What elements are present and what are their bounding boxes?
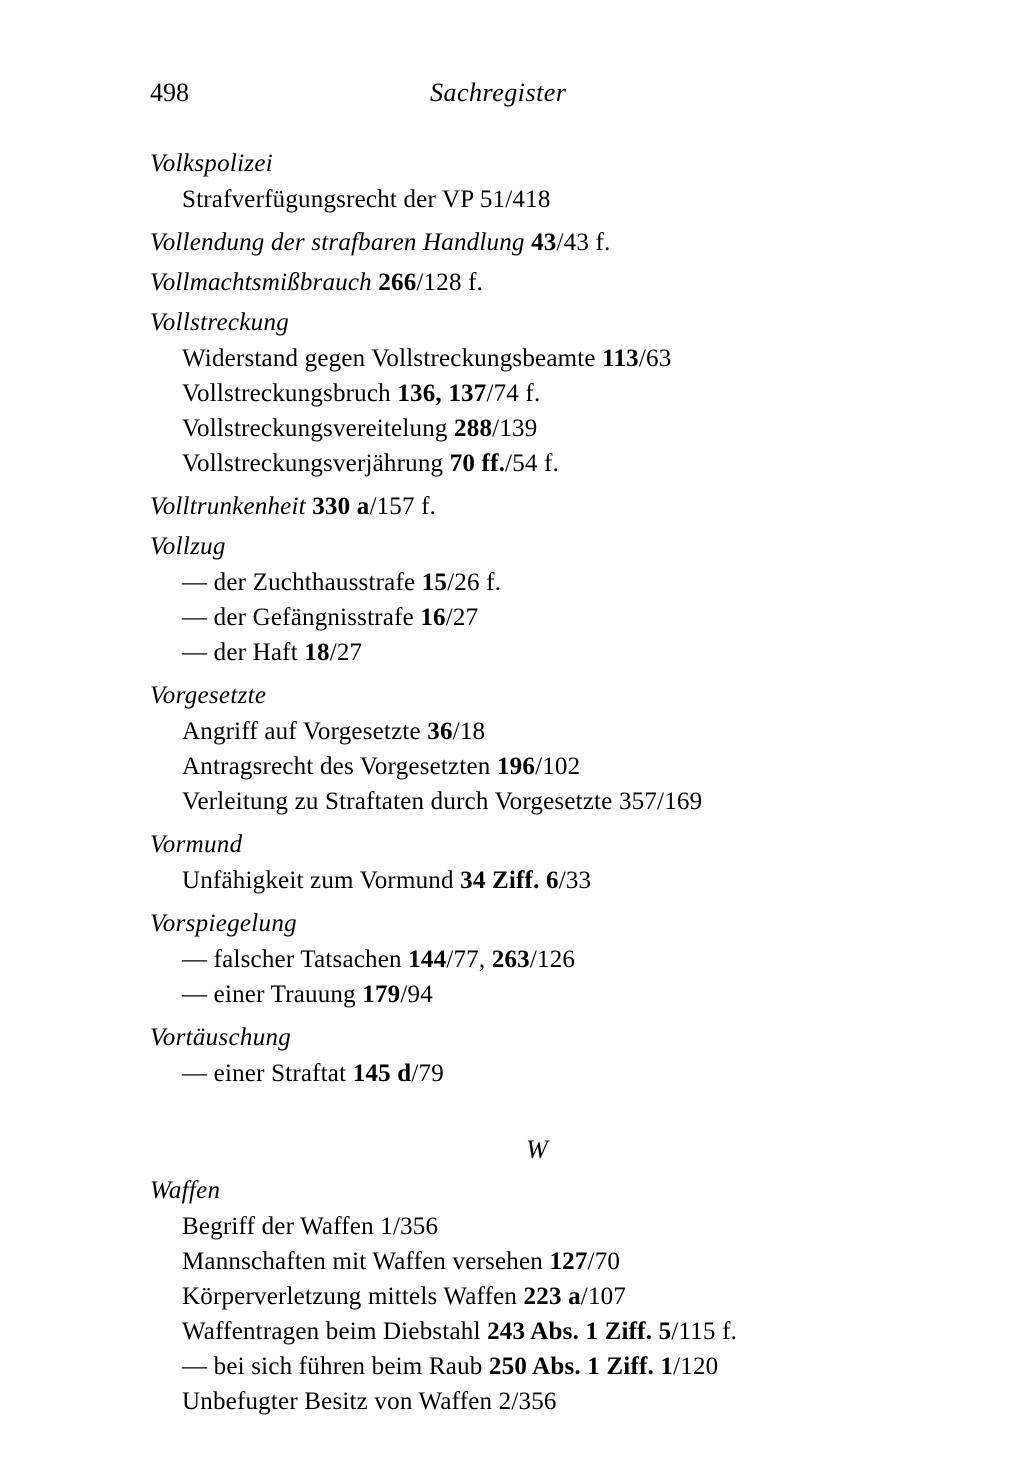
index-subentry: Körperverletzung mittels Waffen 223 a/10… [182, 1279, 924, 1314]
index-entry-head: Vollzug [150, 533, 924, 561]
index-subentry: Unfähigkeit zum Vormund 34 Ziff. 6/33 [182, 863, 924, 898]
index-subentry: Unbefugter Besitz von Waffen 2/356 [182, 1384, 924, 1419]
page-title: Sachregister [430, 78, 566, 108]
index-entry-head: Vortäuschung [150, 1024, 924, 1052]
index-subentry: — der Gefängnisstrafe 16/27 [182, 600, 924, 635]
index-entry-head: Vormund [150, 831, 924, 859]
section-letter: W [150, 1135, 924, 1165]
index-subentry: Waffentragen beim Diebstahl 243 Abs. 1 Z… [182, 1314, 924, 1349]
page-number: 498 [150, 78, 430, 108]
page: 498 Sachregister Volkspolizei Strafverfüg… [0, 0, 1024, 1479]
index-entry-inline: Vollmachtsmißbrauch 266/128 f. [150, 269, 924, 297]
index-entry-inline: Volltrunkenheit 330 a/157 f. [150, 493, 924, 521]
index-entry-head: Volkspolizei [150, 150, 924, 178]
index-subentry: Vollstreckungsbruch 136, 137/74 f. [182, 376, 924, 411]
index-entry-head: Vorgesetzte [150, 682, 924, 710]
index-subentry: Vollstreckungsvereitelung 288/139 [182, 411, 924, 446]
index-subentry: Mannschaften mit Waffen versehen 127/70 [182, 1244, 924, 1279]
index-subentry: Antragsrecht des Vorgesetzten 196/102 [182, 749, 924, 784]
index-entry-inline: Vollendung der strafbaren Handlung 43/43… [150, 229, 924, 257]
index-subentry: Begriff der Waffen 1/356 [182, 1209, 924, 1244]
index-subentry: — der Haft 18/27 [182, 635, 924, 670]
index-entry-head: Waffen [150, 1177, 924, 1205]
index-entry-head: Vorspiegelung [150, 910, 924, 938]
index-subentry: Angriff auf Vorgesetzte 36/18 [182, 714, 924, 749]
index-subentry: Strafverfügungsrecht der VP 51/418 [182, 182, 924, 217]
index-subentry: — einer Straftat 145 d/79 [182, 1056, 924, 1091]
index-subentry: Widerstand gegen Vollstreckungsbeamte 11… [182, 341, 924, 376]
index-subentry: — der Zuchthausstrafe 15/26 f. [182, 565, 924, 600]
index-subentry: Verleitung zu Straftaten durch Vorgesetz… [182, 784, 924, 819]
index-entry-head: Vollstreckung [150, 309, 924, 337]
index-subentry: — falscher Tatsachen 144/77, 263/126 [182, 942, 924, 977]
index-body: Volkspolizei Strafverfügungsrecht der VP … [150, 150, 924, 1419]
index-subentry: Vollstreckungsverjährung 70 ff./54 f. [182, 446, 924, 481]
index-subentry: — bei sich führen beim Raub 250 Abs. 1 Z… [182, 1349, 924, 1384]
index-subentry: — einer Trauung 179/94 [182, 977, 924, 1012]
page-header: 498 Sachregister [150, 78, 924, 108]
